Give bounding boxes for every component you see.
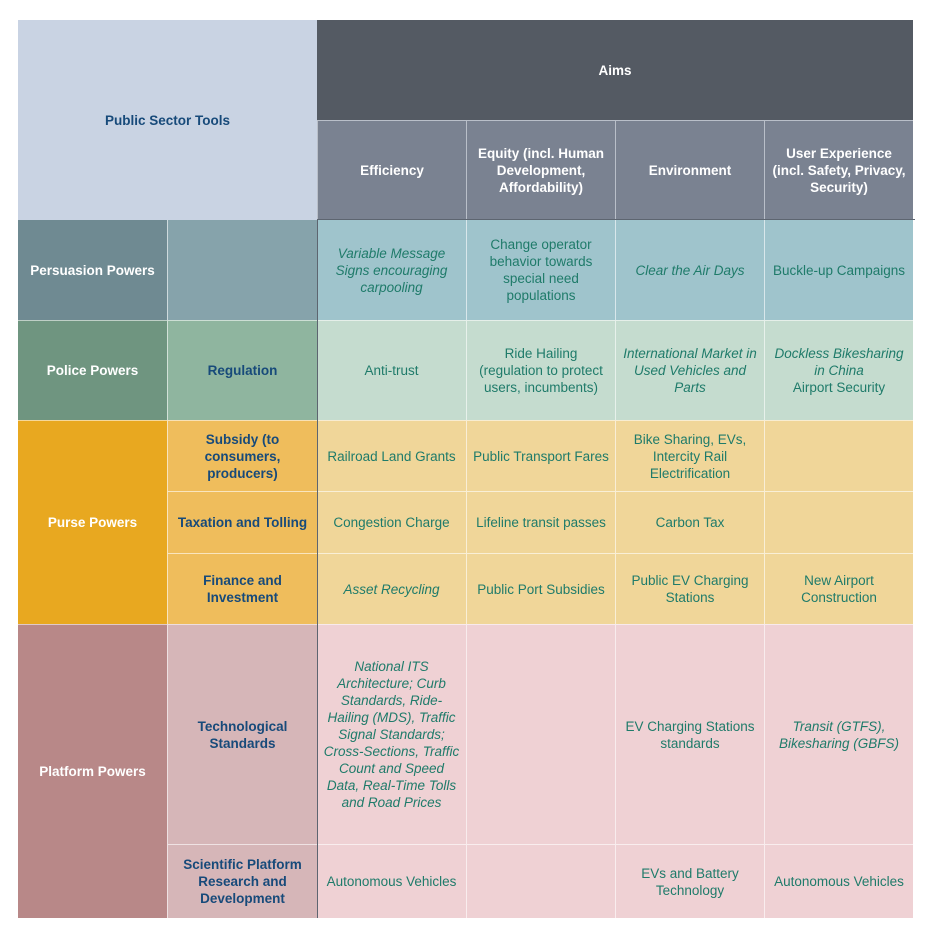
persuasion-equity-cell: Change operator behavior towards special… xyxy=(466,220,615,320)
police-efficiency-cell: Anti-trust xyxy=(317,320,466,420)
standards-tool-label: Technological Standards xyxy=(167,624,317,844)
police-environment-cell: International Market in Used Vehicles an… xyxy=(615,320,764,420)
standards-user-experience-cell: Transit (GTFS), Bikesharing (GBFS) xyxy=(764,624,913,844)
taxation-user-experience-cell xyxy=(764,491,913,553)
standards-efficiency-cell: National ITS Architecture; Curb Standard… xyxy=(317,624,466,844)
public-sector-tools-header: Public Sector Tools xyxy=(18,20,317,220)
finance-tool-label: Finance and Investment xyxy=(167,553,317,624)
subsidy-tool-label: Subsidy (to consumers, producers) xyxy=(167,420,317,491)
finance-equity-cell: Public Port Subsidies xyxy=(466,553,615,624)
standards-environment-cell: EV Charging Stations standards xyxy=(615,624,764,844)
finance-user-experience-cell: New Airport Construction xyxy=(764,553,913,624)
aim-equity-header: Equity (incl. Human Development, Afforda… xyxy=(466,120,615,220)
police-powers-label: Police Powers xyxy=(18,320,167,420)
purse-powers-label: Purse Powers xyxy=(18,420,167,624)
subsidy-equity-cell: Public Transport Fares xyxy=(466,420,615,491)
taxation-equity-cell: Lifeline transit passes xyxy=(466,491,615,553)
standards-equity-cell xyxy=(466,624,615,844)
research-user-experience-cell: Autonomous Vehicles xyxy=(764,844,913,918)
persuasion-user-experience-cell: Buckle-up Campaigns xyxy=(764,220,913,320)
persuasion-efficiency-cell: Variable Message Signs encouraging carpo… xyxy=(317,220,466,320)
subsidy-user-experience-cell xyxy=(764,420,913,491)
finance-environment-cell: Public EV Charging Stations xyxy=(615,553,764,624)
subsidy-efficiency-cell: Railroad Land Grants xyxy=(317,420,466,491)
platform-powers-label: Platform Powers xyxy=(18,624,167,918)
research-environment-cell: EVs and Battery Technology xyxy=(615,844,764,918)
research-tool-label: Scientific Platform Research and Develop… xyxy=(167,844,317,918)
research-efficiency-cell: Autonomous Vehicles xyxy=(317,844,466,918)
aim-efficiency-header: Efficiency xyxy=(317,120,466,220)
aims-header: Aims xyxy=(317,20,913,120)
finance-efficiency-cell: Asset Recycling xyxy=(317,553,466,624)
research-equity-cell xyxy=(466,844,615,918)
persuasion-powers-label: Persuasion Powers xyxy=(18,220,167,320)
police-equity-cell: Ride Hailing (regulation to protect user… xyxy=(466,320,615,420)
airport-security-text: Airport Security xyxy=(792,380,886,395)
public-sector-tools-matrix: Public Sector Tools Aims Efficiency Equi… xyxy=(18,20,913,918)
subsidy-environment-cell: Bike Sharing, EVs, Intercity Rail Electr… xyxy=(615,420,764,491)
taxation-tool-label: Taxation and Tolling xyxy=(167,491,317,553)
persuasion-environment-cell: Clear the Air Days xyxy=(615,220,764,320)
aim-environment-header: Environment xyxy=(615,120,764,220)
regulation-tool-label: Regulation xyxy=(167,320,317,420)
taxation-efficiency-cell: Congestion Charge xyxy=(317,491,466,553)
aim-user-experience-header: User Experience (incl. Safety, Privacy, … xyxy=(764,120,913,220)
persuasion-tool-cell xyxy=(167,220,317,320)
police-user-experience-cell: Dockless Bikesharing in China Airport Se… xyxy=(764,320,913,420)
dockless-bikesharing-text: Dockless Bikesharing in China xyxy=(774,346,904,378)
taxation-environment-cell: Carbon Tax xyxy=(615,491,764,553)
